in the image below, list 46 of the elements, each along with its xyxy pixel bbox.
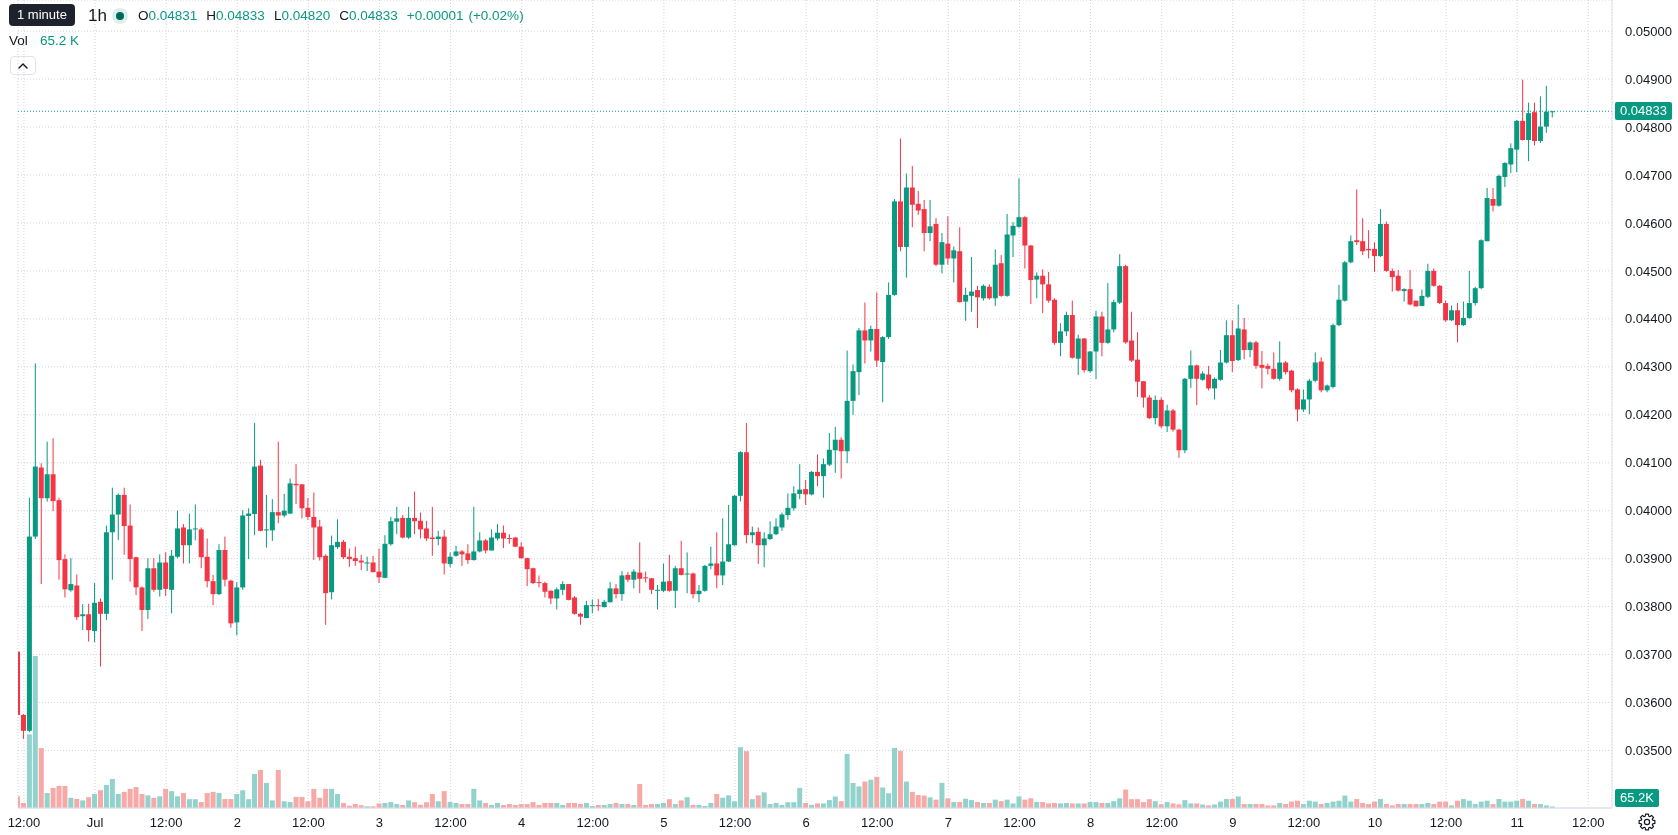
annotation: Vol bbox=[9, 32, 28, 50]
y-tick-label: 0.04800 bbox=[1625, 119, 1672, 135]
y-tick-label: 0.04000 bbox=[1625, 503, 1672, 519]
y-tick-label: 0.04700 bbox=[1625, 167, 1672, 183]
x-tick-label: Jul bbox=[86, 815, 104, 831]
x-tick-label: 4 bbox=[518, 815, 526, 831]
x-tick-label: 6 bbox=[802, 815, 810, 831]
x-tick-label: 3 bbox=[375, 815, 384, 831]
x-tick-label: 7 bbox=[944, 815, 952, 831]
y-tick-label: 0.04500 bbox=[1625, 263, 1672, 279]
x-tick-label: 12:00 bbox=[7, 815, 41, 831]
x-tick-label: 2 bbox=[233, 815, 241, 831]
x-tick-label: 12:00 bbox=[718, 815, 752, 831]
y-tick-label: 0.03500 bbox=[1625, 743, 1672, 759]
x-tick-label: 11 bbox=[1510, 815, 1524, 831]
y-tick-label: 0.04900 bbox=[1625, 71, 1672, 87]
y-tick-label: 0.03900 bbox=[1625, 551, 1672, 567]
y-tick-label: 0.04300 bbox=[1625, 359, 1672, 375]
x-tick-label: 5 bbox=[660, 815, 668, 831]
text: 65.2K bbox=[1615, 789, 1659, 807]
x-tick-label: 12:00 bbox=[1003, 815, 1036, 831]
x-tick-label: 12:00 bbox=[1429, 815, 1463, 831]
x-tick-label: 12:00 bbox=[292, 815, 325, 831]
y-tick-label: 0.04200 bbox=[1625, 407, 1672, 423]
annotation: 1 minute bbox=[9, 4, 75, 26]
y-tick-label: 0.03700 bbox=[1625, 647, 1672, 663]
x-tick-label: 12:00 bbox=[434, 815, 467, 831]
chart-title: 1h bbox=[88, 5, 107, 27]
y-tick-label: 0.05000 bbox=[1625, 23, 1672, 39]
text: O0.04831 H0.04833 L0.04820 C0.04833 +0.00001 (+0.02%) bbox=[138, 8, 524, 23]
x-tick-label: 12:00 bbox=[860, 815, 894, 831]
y-tick-label: 0.04100 bbox=[1625, 455, 1672, 471]
x-tick-label: 8 bbox=[1086, 815, 1095, 831]
x-tick-label: 12:00 bbox=[1287, 815, 1321, 831]
x-tick-label: 12:00 bbox=[1572, 815, 1605, 831]
y-tick-label: 0.04600 bbox=[1625, 215, 1672, 231]
y-tick-label: 0.03800 bbox=[1625, 599, 1672, 615]
y-tick-label: 0.04400 bbox=[1625, 311, 1672, 327]
x-tick-label: 12:00 bbox=[149, 815, 183, 831]
ref-line-label: 0.04833 bbox=[1615, 102, 1672, 121]
annotation: 65.2 K bbox=[40, 32, 80, 50]
x-tick-label: 10 bbox=[1367, 815, 1383, 831]
y-tick-label: 0.03600 bbox=[1625, 695, 1672, 711]
x-tick-label: 12:00 bbox=[1145, 815, 1178, 831]
x-tick-label: 12:00 bbox=[576, 815, 610, 831]
x-tick-label: 9 bbox=[1229, 815, 1237, 831]
